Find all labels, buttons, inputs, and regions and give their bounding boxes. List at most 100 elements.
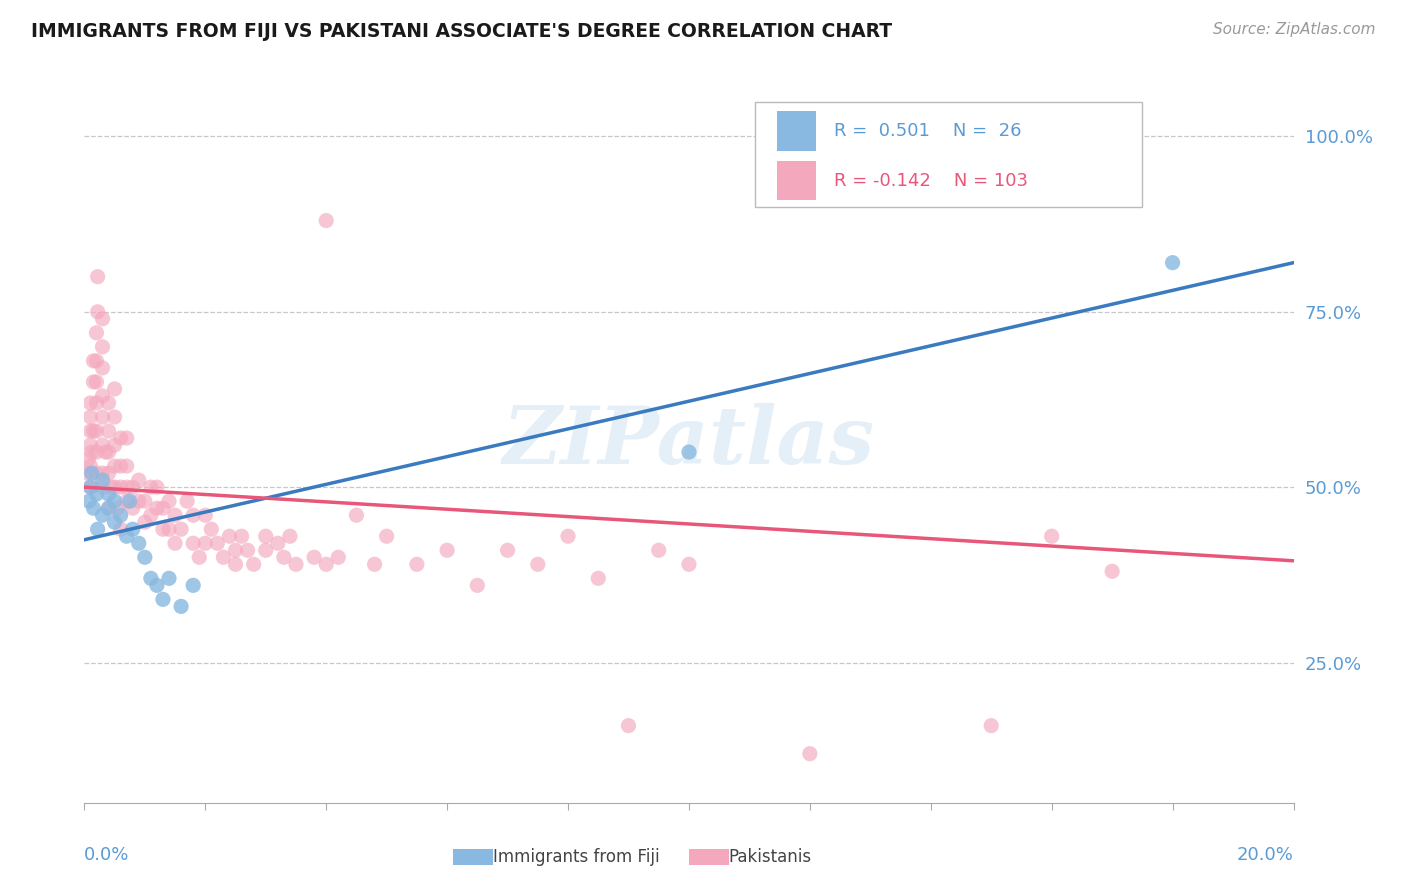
Point	[86, 487, 108, 501]
Point	[91, 480, 114, 494]
Point	[91, 466, 114, 480]
Point	[107, 501, 129, 516]
Point	[100, 480, 122, 494]
Point	[194, 536, 217, 550]
Point	[86, 354, 108, 368]
Point	[128, 494, 150, 508]
Point	[110, 480, 132, 494]
Point	[588, 571, 610, 585]
Point	[86, 466, 108, 480]
Point	[91, 438, 114, 452]
Point	[267, 536, 290, 550]
Point	[181, 578, 204, 592]
Point	[557, 529, 579, 543]
Point	[170, 522, 193, 536]
Point	[80, 445, 103, 459]
Point	[91, 360, 114, 375]
Point	[115, 459, 138, 474]
Point	[121, 501, 143, 516]
Text: 0.0%: 0.0%	[84, 847, 129, 864]
Point	[82, 354, 104, 368]
Point	[139, 571, 162, 585]
Point	[1101, 564, 1123, 578]
Point	[212, 550, 235, 565]
Point	[242, 558, 264, 572]
Point	[678, 558, 700, 572]
Point	[91, 311, 114, 326]
Point	[165, 536, 187, 550]
Text: Immigrants from Fiji: Immigrants from Fiji	[494, 848, 659, 866]
Point	[1161, 255, 1184, 269]
Point	[97, 501, 120, 516]
Bar	[778, 161, 815, 201]
Point	[80, 466, 103, 480]
Text: R =  0.501    N =  26: R = 0.501 N = 26	[834, 122, 1022, 140]
Point	[278, 529, 301, 543]
Point	[375, 529, 398, 543]
Point	[110, 459, 132, 474]
Point	[97, 466, 120, 480]
Point	[86, 396, 108, 410]
Point	[104, 382, 127, 396]
Point	[97, 396, 120, 410]
Point	[91, 409, 114, 424]
Point	[225, 543, 247, 558]
Point	[91, 508, 114, 523]
Bar	[453, 849, 494, 865]
Point	[496, 543, 519, 558]
Point	[79, 396, 101, 410]
Point	[436, 543, 458, 558]
Point	[77, 494, 100, 508]
Point	[134, 494, 156, 508]
Point	[121, 522, 143, 536]
Point	[115, 494, 138, 508]
Bar	[778, 112, 815, 151]
Point	[79, 480, 101, 494]
Point	[128, 473, 150, 487]
Point	[315, 213, 337, 227]
Point	[115, 529, 138, 543]
Point	[181, 508, 204, 523]
Point	[157, 494, 180, 508]
Point	[110, 431, 132, 445]
Point	[104, 409, 127, 424]
Point	[285, 558, 308, 572]
Point	[76, 466, 98, 480]
Point	[1040, 529, 1063, 543]
Point	[82, 501, 104, 516]
Point	[134, 515, 156, 529]
Point	[200, 522, 222, 536]
Point	[139, 508, 162, 523]
Point	[181, 536, 204, 550]
Point	[104, 438, 127, 452]
Point	[194, 508, 217, 523]
Point	[110, 522, 132, 536]
Point	[225, 558, 247, 572]
Point	[648, 543, 671, 558]
Point	[146, 480, 169, 494]
Point	[236, 543, 259, 558]
Point	[157, 522, 180, 536]
Point	[254, 543, 277, 558]
Point	[104, 494, 127, 508]
Point	[86, 445, 108, 459]
Point	[79, 480, 101, 494]
Point	[363, 558, 385, 572]
Point	[273, 550, 295, 565]
Point	[110, 508, 132, 523]
Point	[97, 445, 120, 459]
Point	[91, 473, 114, 487]
Point	[115, 431, 138, 445]
Point	[94, 445, 117, 459]
Point	[118, 494, 141, 508]
Point	[146, 501, 169, 516]
Text: ZIPatlas: ZIPatlas	[503, 403, 875, 480]
Point	[678, 445, 700, 459]
Point	[121, 480, 143, 494]
Point	[115, 480, 138, 494]
Point	[170, 599, 193, 614]
Point	[134, 550, 156, 565]
Point	[86, 305, 108, 319]
Point	[467, 578, 489, 592]
Point	[97, 424, 120, 438]
